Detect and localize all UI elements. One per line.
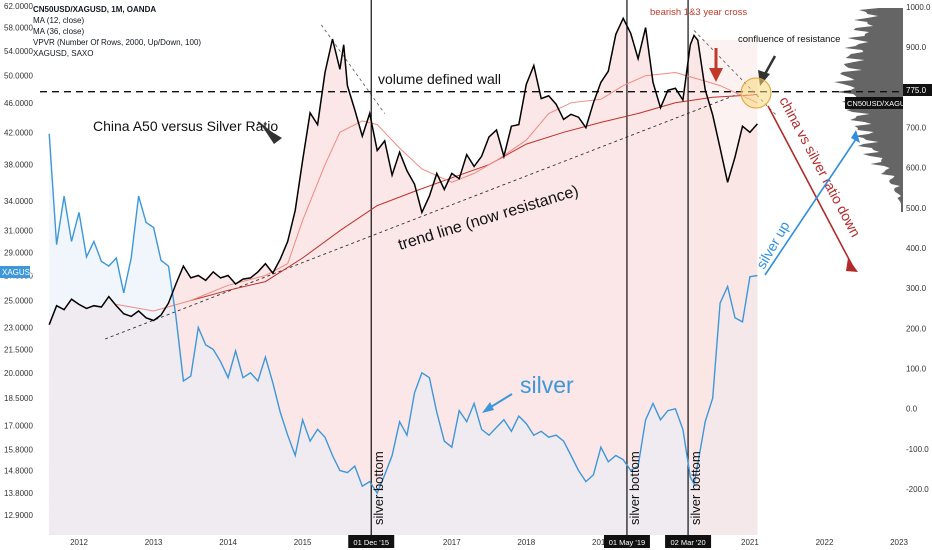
left-axis-tick-label: 62.0000 xyxy=(4,2,33,11)
ratio-down-arrow-shaft xyxy=(767,105,853,266)
title-arrow-shaft xyxy=(257,121,280,140)
left-axis-tick-label: 13.8000 xyxy=(4,489,33,498)
legend-indicator-ma12[interactable]: MA (12, close) xyxy=(33,16,85,25)
x-axis-tick-label: 2019 xyxy=(592,538,610,547)
legend-indicator-ma36[interactable]: MA (36, close) xyxy=(33,27,85,36)
recent-shade xyxy=(694,40,758,535)
left-axis-tick-label: 15.8000 xyxy=(4,445,33,454)
date-flag-bg xyxy=(348,535,395,548)
left-axis-tick-label: 12.9000 xyxy=(4,511,33,520)
silver-up-arrow-shaft xyxy=(764,135,859,276)
legend-indicator-vpvr[interactable]: VPVR (Number Of Rows, 2000, Up/Down, 100… xyxy=(33,38,202,47)
ratio-tag-bg xyxy=(845,97,903,109)
left-axis-tick-label: 31.0000 xyxy=(4,227,33,236)
ratio-down-label: china vs silver ratio down xyxy=(776,94,864,240)
left-axis-tick-label: 18.5000 xyxy=(4,394,33,403)
x-axis-tick-label: 2023 xyxy=(890,538,908,547)
ratio-tag: CN50USD/XAGUSD xyxy=(847,99,916,108)
silver-bottom-label-2015: silver bottom xyxy=(371,451,386,525)
right-axis-tick-label: 300.0 xyxy=(906,284,927,293)
legend-symbol[interactable]: CN50USD/XAGUSD, 1M, OANDA xyxy=(33,5,157,14)
left-axis-tick-label: 25.0000 xyxy=(4,297,33,306)
left-axis-tick-label: 14.8000 xyxy=(4,467,33,476)
x-axis-tick-label: 2015 xyxy=(294,538,312,547)
silver-label: silver xyxy=(520,372,574,398)
left-axis-tick-label: 58.0000 xyxy=(4,24,33,33)
silver-arrow-head xyxy=(482,402,494,413)
right-axis-tick-label: -100.0 xyxy=(906,445,929,454)
confluence-arrow-shaft xyxy=(763,55,777,75)
silver-area-fill xyxy=(49,133,758,536)
silver-up-arrow-head xyxy=(851,130,860,143)
silver-price-tag: XAGUSD xyxy=(2,268,36,277)
right-axis-tick-label: 0.0 xyxy=(906,405,918,414)
left-axis-tick-label: 38.0000 xyxy=(4,161,33,170)
right-axis-tick-label: 900.0 xyxy=(906,43,927,52)
volume-profile xyxy=(834,8,903,212)
x-axis-tick-label: 2021 xyxy=(741,538,759,547)
ratio-line xyxy=(48,16,758,325)
right-axis-tick-label: 600.0 xyxy=(906,164,927,173)
silver-bottom-label-2020: silver bottom xyxy=(688,451,703,525)
date-flag-label: 02 Mar '20 xyxy=(670,538,705,547)
x-axis-tick-label: 2013 xyxy=(145,538,163,547)
bearish-arrow-head xyxy=(709,68,723,82)
left-axis-tick-label: 29.0000 xyxy=(4,248,33,257)
legend-indicator-xagusd[interactable]: XAGUSD, SAXO xyxy=(33,49,94,58)
silver-line xyxy=(48,133,758,495)
bearish-cross-label: bearish 1&3 year cross xyxy=(650,7,747,18)
volume-profile-bars xyxy=(834,8,903,212)
left-axis-tick-label: 34.0000 xyxy=(4,197,33,206)
date-flag-bg xyxy=(665,535,712,548)
left-axis-tick-label: 42.0000 xyxy=(4,128,33,137)
legend: CN50USD/XAGUSD, 1M, OANDA MA (12, close)… xyxy=(33,4,201,59)
x-axis-tick-label: 2018 xyxy=(517,538,535,547)
x-axis-tick-label: 2012 xyxy=(70,538,88,547)
trend-line xyxy=(104,93,739,340)
price-tag: 775.0 xyxy=(906,86,927,95)
left-axis-tick-label: 17.0000 xyxy=(4,422,33,431)
series-lines xyxy=(48,16,758,495)
left-axis-tick-label: 20.0000 xyxy=(4,369,33,378)
date-flag-bg xyxy=(603,535,650,548)
x-axis-tick-label: 2017 xyxy=(443,538,461,547)
area-fills xyxy=(49,18,758,536)
price-tag-bg xyxy=(903,84,932,96)
silver-bottom-label-2019: silver bottom xyxy=(627,451,642,525)
right-axis-tick-label: 100.0 xyxy=(906,365,927,374)
right-axis-tick-label: 200.0 xyxy=(906,324,927,333)
left-axis-tick-label: 50.0000 xyxy=(4,72,33,81)
right-axis-tick-label: 500.0 xyxy=(906,204,927,213)
confluence-label: confluence of resistance xyxy=(738,34,840,45)
left-axis-tick-label: 54.0000 xyxy=(4,47,33,56)
volume-wall-label: volume defined wall xyxy=(378,71,501,87)
left-axis-tick-label: 23.0000 xyxy=(4,324,33,333)
silver-price-tag-bg xyxy=(0,266,30,278)
left-axis-tick-label: 21.5000 xyxy=(4,345,33,354)
left-axis-tick-label: 46.0000 xyxy=(4,99,33,108)
ratio-down-arrow-head xyxy=(846,258,858,272)
x-axis-tick-label: 2022 xyxy=(816,538,834,547)
right-axis-tick-label: 1000.0 xyxy=(906,3,931,12)
chart-title-label: China A50 versus Silver Ratio xyxy=(93,118,278,134)
right-axis-tick-label: -200.0 xyxy=(906,485,929,494)
right-axis-tick-label: 700.0 xyxy=(906,124,927,133)
date-flag-label: 01 Dec '15 xyxy=(353,538,389,547)
confluence-circle xyxy=(740,77,772,109)
right-axis-tick-label: 400.0 xyxy=(906,244,927,253)
x-axis-tick-label: 2014 xyxy=(219,538,237,547)
date-flag-label: 01 May '19 xyxy=(609,538,645,547)
